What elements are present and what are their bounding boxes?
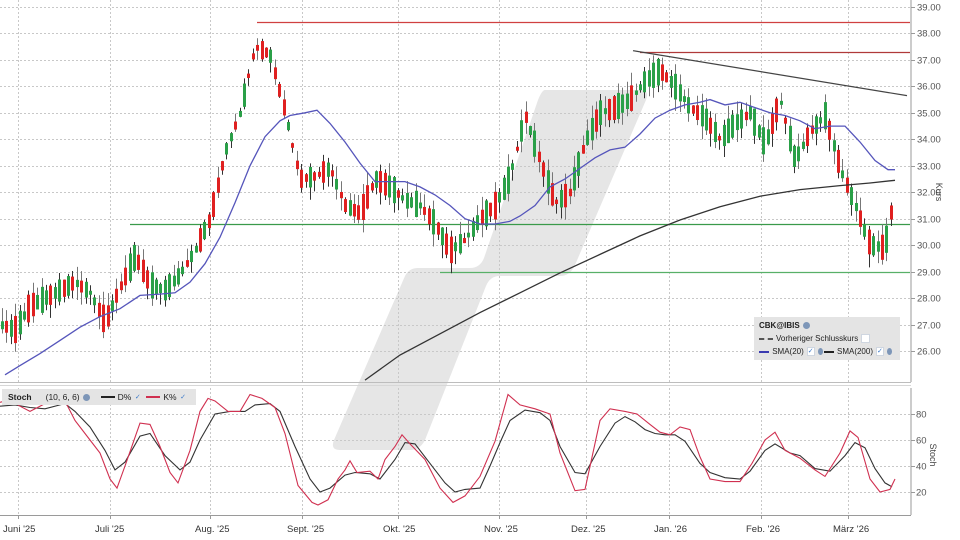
time-tick-label: Jan. '26 <box>654 524 687 535</box>
dashed-line-icon <box>759 337 773 340</box>
stoch-axis-labels: 20 40 60 80 <box>911 410 927 499</box>
stoch-params: (10, 6, 6) <box>45 392 80 402</box>
candlesticks <box>1 38 893 352</box>
d-checkbox[interactable]: ✓ <box>134 393 141 401</box>
stochastic-lines <box>0 393 896 506</box>
d-label: D% <box>117 392 132 402</box>
price-tick-label: 27.00 <box>917 321 941 332</box>
time-tick-label: Juni '25 <box>3 524 35 535</box>
prev-close-label: Vorheriger Schlusskurs <box>776 334 859 343</box>
price-tick-label: 30.00 <box>917 241 941 252</box>
price-tick-label: 38.00 <box>917 29 941 40</box>
month-gridlines <box>18 0 849 515</box>
price-tick-label: 39.00 <box>917 3 941 14</box>
sma20-settings-icon[interactable] <box>817 348 823 355</box>
legend-prev-close-row: Vorheriger Schlusskurs <box>759 332 895 345</box>
instrument-settings-icon[interactable] <box>802 322 810 329</box>
stoch-axis-title: Stoch <box>928 443 938 466</box>
support-resistance-lines <box>130 21 910 274</box>
stoch-tick-label: 60 <box>916 436 927 447</box>
time-tick-label: Aug. '25 <box>195 524 230 535</box>
time-tick-label: Nov. '25 <box>484 524 518 535</box>
sma20-checkbox[interactable]: ✓ <box>806 347 815 356</box>
time-tick-label: März '26 <box>833 524 869 535</box>
stoch-tick-label: 40 <box>916 462 927 473</box>
sma200-swatch-icon <box>823 350 834 353</box>
stoch-settings-icon[interactable] <box>82 393 90 401</box>
time-tick-label: Okt. '25 <box>383 524 415 535</box>
price-tick-label: 35.00 <box>917 109 941 120</box>
time-tick-label: Dez. '25 <box>571 524 606 535</box>
price-tick-label: 26.00 <box>917 347 941 358</box>
sma200-settings-icon[interactable] <box>886 348 892 355</box>
price-axis-labels: 26.00 27.00 28.00 29.00 30.00 31.00 32.00 33.00… <box>911 3 941 358</box>
moving-average-lines <box>4 98 896 381</box>
legend-sma-row: SMA(20) ✓ SMA(200) ✓ <box>759 345 895 358</box>
k-checkbox[interactable]: ✓ <box>180 393 187 401</box>
stoch-tick-label: 80 <box>916 410 927 421</box>
sma20-label: SMA(20) <box>772 347 804 356</box>
time-axis-labels: Juni '25 Juli '25 Aug. '25 Sept. '25 Okt. '2… <box>3 515 869 535</box>
price-tick-label: 37.00 <box>917 56 941 67</box>
price-tick-label: 34.00 <box>917 135 941 146</box>
sma20-swatch-icon <box>759 350 770 353</box>
price-tick-label: 33.00 <box>917 162 941 173</box>
watermark-logo <box>332 90 648 450</box>
sma200-checkbox[interactable]: ✓ <box>876 347 884 356</box>
price-axis-title: Kurs <box>934 183 944 202</box>
instrument-label: CBK@IBIS <box>759 321 800 330</box>
price-tick-label: 28.00 <box>917 294 941 305</box>
stoch-gridlines <box>0 414 911 493</box>
price-tick-label: 32.00 <box>917 188 941 199</box>
sma200-label: SMA(200) <box>836 347 873 356</box>
k-label: K% <box>163 392 177 402</box>
prev-close-checkbox[interactable] <box>861 334 871 343</box>
legend-instrument-row: CBK@IBIS <box>759 319 895 332</box>
time-tick-label: Juli '25 <box>95 524 124 535</box>
price-tick-label: 29.00 <box>917 268 941 279</box>
k-swatch-icon <box>146 396 161 398</box>
stoch-tick-label: 20 <box>916 488 927 499</box>
stoch-title: Stoch <box>8 392 32 402</box>
price-legend: CBK@IBIS Vorheriger Schlusskurs SMA(20) … <box>754 317 900 360</box>
price-tick-label: 36.00 <box>917 82 941 93</box>
time-tick-label: Sept. '25 <box>287 524 324 535</box>
time-tick-label: Feb. '26 <box>746 524 780 535</box>
price-tick-label: 31.00 <box>917 215 941 226</box>
stoch-legend: Stoch (10, 6, 6) D% ✓ K% ✓ <box>2 389 196 405</box>
trend-lines <box>632 50 908 97</box>
d-swatch-icon <box>100 396 115 398</box>
